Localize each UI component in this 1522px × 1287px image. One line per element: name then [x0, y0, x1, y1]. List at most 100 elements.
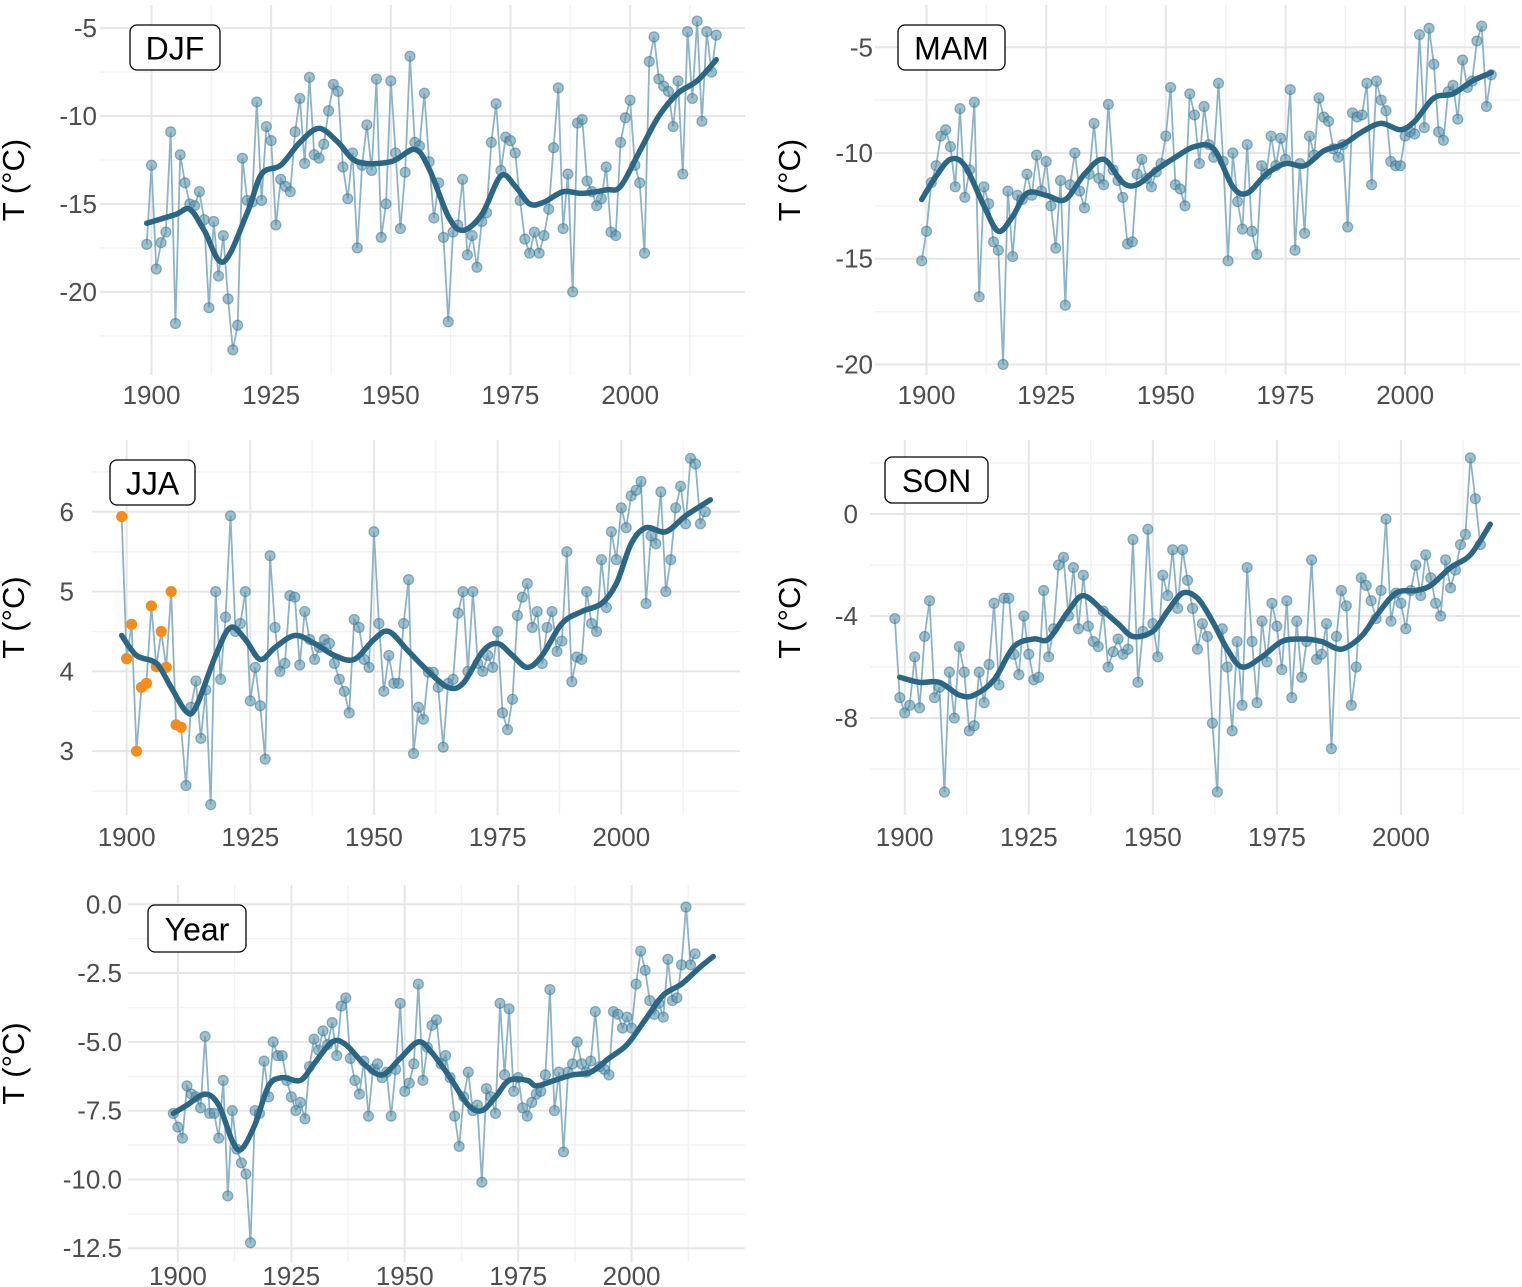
x-tick-label: 1950 — [376, 1261, 434, 1287]
data-point — [1212, 77, 1225, 89]
data-point — [219, 611, 232, 623]
data-point — [1196, 618, 1209, 630]
data-point — [667, 120, 679, 133]
data-point — [1045, 200, 1057, 212]
data-point — [1007, 251, 1019, 263]
data-point — [203, 302, 215, 314]
data-point — [269, 621, 281, 634]
data-point — [524, 247, 536, 259]
data-point — [1444, 582, 1457, 594]
data-point — [342, 193, 354, 205]
data-point — [1281, 595, 1293, 607]
data-point — [276, 1050, 288, 1062]
data-point — [557, 1146, 570, 1158]
data-point — [141, 238, 153, 250]
data-point — [551, 645, 563, 658]
data-point — [1375, 94, 1387, 106]
data-point — [1021, 168, 1033, 180]
y-tick-label: -15 — [59, 189, 97, 219]
data-point — [294, 1096, 306, 1108]
y-tick-label: -2.5 — [77, 958, 122, 988]
data-point — [1167, 544, 1179, 556]
highlighted-data-point — [140, 677, 153, 689]
data-point — [378, 685, 390, 697]
data-point — [303, 71, 316, 83]
data-point — [1188, 109, 1201, 121]
data-point — [595, 554, 608, 566]
data-point — [1003, 592, 1015, 604]
data-point — [610, 554, 622, 566]
data-point — [552, 82, 564, 94]
data-point — [1430, 597, 1442, 609]
data-point — [671, 992, 683, 1004]
data-point — [1271, 620, 1283, 632]
data-point — [1296, 671, 1308, 683]
data-point — [289, 591, 301, 603]
data-point — [567, 286, 579, 298]
x-tick-label: 2000 — [603, 1261, 661, 1287]
data-point — [294, 92, 306, 105]
highlighted-data-point — [165, 585, 177, 598]
data-point — [640, 597, 652, 610]
data-point — [904, 699, 916, 711]
data-point — [1366, 179, 1378, 191]
panel-label: DJF — [146, 31, 205, 67]
data-point — [1418, 122, 1430, 134]
data-point — [418, 87, 430, 99]
data-point — [949, 181, 961, 193]
data-point — [370, 73, 383, 85]
data-point — [326, 1016, 338, 1029]
data-point — [566, 676, 578, 688]
data-point — [501, 724, 514, 736]
data-point — [213, 1132, 225, 1144]
x-tick-label: 1950 — [362, 380, 420, 410]
data-point — [1255, 160, 1268, 172]
data-point — [600, 161, 612, 173]
data-point — [402, 574, 415, 586]
data-point — [1198, 100, 1210, 113]
panel-year: 1900 1925 1950 1975 2000 0.0 -2.5 -5.0 -7.5 -10.0… — [0, 885, 745, 1287]
data-point — [909, 651, 921, 663]
data-point — [677, 168, 689, 180]
data-point — [1315, 648, 1328, 660]
data-point — [589, 1005, 601, 1018]
x-tick-label: 1975 — [1257, 380, 1315, 410]
data-point — [195, 732, 207, 745]
data-point — [1437, 134, 1450, 146]
data-point — [1050, 242, 1062, 254]
data-point — [1246, 635, 1258, 648]
data-point — [680, 901, 692, 913]
data-point — [217, 1074, 229, 1086]
highlighted-data-point — [175, 721, 187, 733]
data-point — [212, 270, 225, 282]
data-point — [1365, 595, 1377, 607]
data-point — [1184, 88, 1196, 100]
panel-label: JJA — [126, 466, 180, 502]
data-point — [630, 484, 642, 496]
data-point — [453, 1140, 465, 1153]
y-tick-label: -5 — [850, 32, 873, 62]
data-point — [1266, 597, 1278, 609]
data-point — [948, 712, 960, 724]
y-tick-label: 4 — [60, 656, 74, 686]
data-point — [251, 96, 263, 108]
data-point — [1375, 584, 1387, 597]
data-point — [279, 657, 291, 670]
data-point — [987, 236, 1000, 248]
data-point — [1410, 559, 1422, 571]
data-point — [1256, 615, 1268, 627]
data-point — [232, 319, 244, 331]
data-point — [660, 585, 672, 598]
data-point — [1350, 661, 1362, 673]
data-point — [1380, 513, 1392, 525]
data-point — [285, 1091, 297, 1103]
data-point — [165, 126, 177, 138]
data-point — [920, 225, 933, 237]
data-point — [1162, 590, 1174, 602]
data-point — [595, 193, 608, 205]
data-point — [373, 617, 385, 630]
data-point — [1211, 786, 1223, 798]
data-point — [973, 666, 985, 678]
data-point — [894, 692, 906, 704]
data-point — [375, 231, 387, 243]
